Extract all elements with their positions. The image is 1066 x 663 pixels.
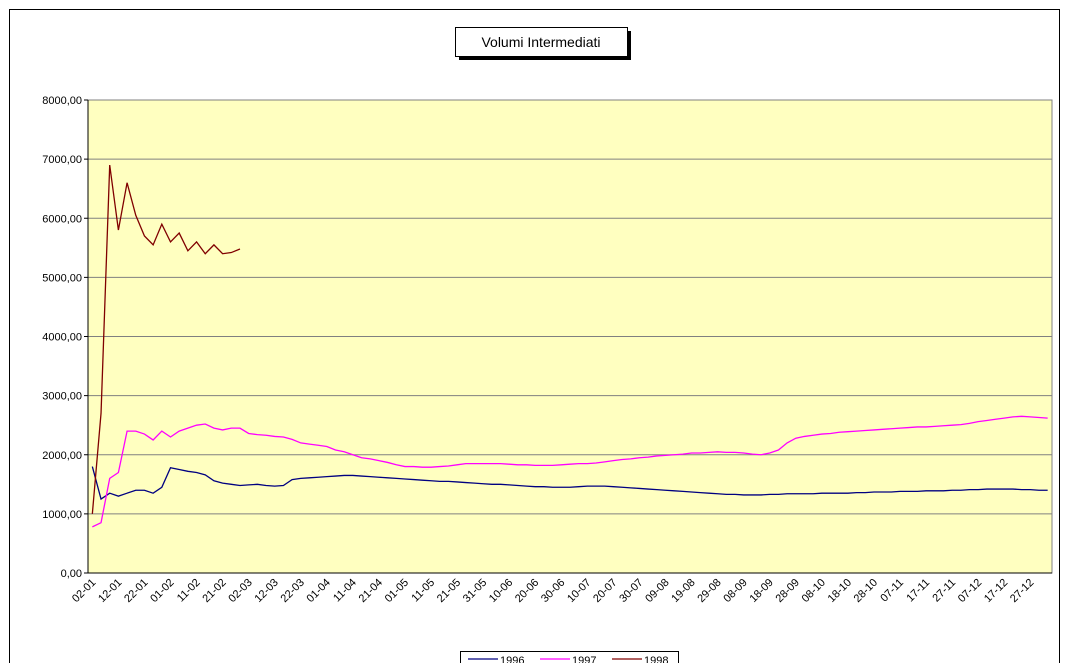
y-tick-label: 2000,00 — [42, 450, 82, 462]
series-line — [91, 164, 241, 514]
chart-title: Volumi Intermediati — [481, 34, 600, 50]
y-tick-label: 3000,00 — [42, 391, 82, 403]
y-tick-label: 0,00 — [61, 568, 82, 580]
legend-label: 1998 — [644, 655, 668, 663]
legend-label: 1996 — [500, 655, 524, 663]
legend-box — [460, 651, 679, 663]
series-line — [91, 466, 1048, 501]
y-tick-label: 4000,00 — [42, 332, 82, 344]
series-line — [92, 415, 1048, 528]
y-tick-label: 6000,00 — [42, 213, 82, 225]
legend-label: 1997 — [572, 655, 596, 663]
y-tick-label: 8000,00 — [42, 95, 82, 107]
title-box — [455, 27, 628, 57]
y-tick-label: 5000,00 — [42, 272, 82, 284]
y-tick-label: 1000,00 — [42, 509, 82, 521]
y-tick-label: 7000,00 — [42, 154, 82, 166]
